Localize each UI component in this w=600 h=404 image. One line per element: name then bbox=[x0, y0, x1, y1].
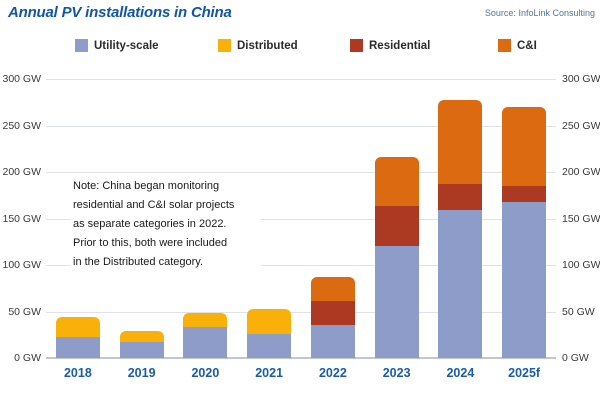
bar-segment-c-i bbox=[310, 277, 355, 302]
bar-segment-c-i bbox=[374, 157, 419, 207]
y-axis-label-right: 150 GW bbox=[562, 212, 600, 225]
bar-segment-utility-scale bbox=[374, 246, 419, 358]
y-axis-label-right: 50 GW bbox=[562, 305, 595, 318]
c-and-i-swatch-icon bbox=[498, 39, 511, 52]
legend-label: C&I bbox=[517, 39, 537, 52]
x-axis-label-2021: 2021 bbox=[255, 366, 284, 380]
bar-segment-utility-scale bbox=[502, 201, 547, 358]
y-axis-label-right: 200 GW bbox=[562, 166, 600, 178]
x-axis-label-2022: 2022 bbox=[318, 366, 347, 380]
x-axis-label-2019: 2019 bbox=[127, 366, 156, 380]
legend-item-c-and-i: C&I bbox=[498, 39, 537, 52]
y-axis-label-left: 100 GW bbox=[2, 259, 41, 271]
x-axis-label-2020: 2020 bbox=[191, 366, 220, 380]
bar-segment-utility-scale bbox=[438, 210, 483, 358]
x-axis-baseline bbox=[46, 357, 556, 359]
bar-segment-residential bbox=[502, 185, 547, 202]
legend-label: Residential bbox=[369, 39, 431, 52]
bar-segment-utility-scale bbox=[55, 336, 100, 358]
bar-segment-residential bbox=[438, 184, 483, 211]
y-axis-label-right: 250 GW bbox=[562, 119, 600, 132]
legend-item-utility-scale: Utility-scale bbox=[75, 39, 159, 52]
bar-segment-residential bbox=[374, 206, 419, 247]
y-axis-label-left: 50 GW bbox=[8, 305, 41, 318]
utility-scale-swatch-icon bbox=[75, 39, 88, 52]
bar-segment-c-i bbox=[438, 100, 483, 185]
gridline bbox=[46, 125, 556, 127]
distributed-swatch-icon bbox=[218, 39, 231, 52]
legend-label: Distributed bbox=[237, 39, 298, 52]
y-axis-label-right: 100 GW bbox=[562, 259, 600, 271]
bar-segment-utility-scale bbox=[183, 327, 228, 358]
gridline bbox=[46, 218, 556, 220]
bar-segment-distributed bbox=[183, 313, 228, 328]
y-axis-label-left: 150 GW bbox=[2, 212, 41, 225]
bar-2024 bbox=[438, 100, 483, 358]
y-axis-label-left: 250 GW bbox=[2, 119, 41, 132]
bar-segment-c-i bbox=[502, 106, 547, 186]
bar-2019 bbox=[119, 331, 164, 358]
y-axis-label-left: 0 GW bbox=[14, 352, 41, 364]
gridline bbox=[46, 172, 556, 173]
legend-item-distributed: Distributed bbox=[218, 39, 298, 52]
bar-segment-utility-scale bbox=[119, 342, 164, 358]
bar-segment-distributed bbox=[119, 331, 164, 343]
gridline bbox=[46, 265, 556, 266]
y-axis-label-left: 300 GW bbox=[2, 73, 41, 85]
bar-2025f bbox=[502, 106, 547, 358]
x-axis-label-2023: 2023 bbox=[382, 366, 411, 380]
y-axis-label-right: 0 GW bbox=[562, 352, 589, 364]
x-axis-label-2025f: 2025f bbox=[508, 366, 541, 380]
residential-swatch-icon bbox=[350, 39, 363, 52]
chart-title: Annual PV installations in China bbox=[8, 4, 232, 21]
gridline bbox=[46, 311, 556, 313]
bar-2018 bbox=[55, 317, 100, 358]
bar-segment-residential bbox=[310, 301, 355, 325]
bar-2022 bbox=[310, 277, 355, 358]
bar-2020 bbox=[183, 313, 228, 358]
bar-2023 bbox=[374, 157, 419, 358]
bar-2021 bbox=[247, 308, 292, 358]
y-axis-label-left: 200 GW bbox=[2, 166, 41, 178]
gridline bbox=[46, 79, 556, 80]
legend-label: Utility-scale bbox=[94, 39, 159, 52]
source-attribution: Source: InfoLink Consulting bbox=[484, 8, 595, 18]
x-axis-label-2018: 2018 bbox=[63, 366, 92, 380]
methodology-note: Note: China began monitoring residential… bbox=[71, 176, 261, 273]
bar-segment-utility-scale bbox=[310, 324, 355, 358]
bar-segment-utility-scale bbox=[247, 333, 292, 358]
y-axis-label-right: 300 GW bbox=[562, 73, 600, 85]
bar-segment-distributed bbox=[55, 317, 100, 337]
x-axis-label-2024: 2024 bbox=[446, 366, 475, 380]
bar-segment-distributed bbox=[247, 308, 292, 334]
legend-item-residential: Residential bbox=[350, 39, 430, 52]
